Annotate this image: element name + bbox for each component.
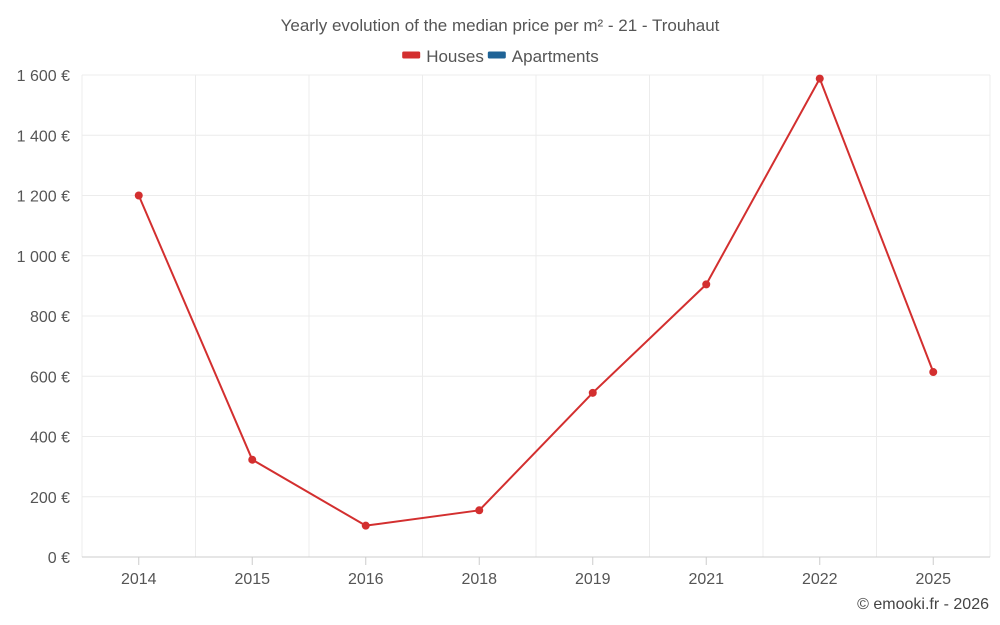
y-tick-label: 400 € — [30, 430, 70, 447]
series-layer — [134, 74, 938, 530]
legend-swatch — [487, 51, 506, 59]
x-tick-label: 2019 — [575, 571, 611, 588]
data-point-houses — [248, 455, 257, 464]
data-point-houses — [475, 506, 484, 515]
data-point-houses — [588, 388, 597, 397]
legend-label: Apartments — [512, 47, 599, 66]
x-tick-label: 2014 — [121, 571, 157, 588]
data-point-houses — [815, 74, 824, 83]
x-tick-label: 2022 — [802, 571, 838, 588]
data-point-houses — [929, 368, 938, 377]
x-tick-label: 2016 — [348, 571, 384, 588]
legend-swatch — [402, 51, 421, 59]
data-point-houses — [134, 191, 143, 200]
y-tick-label: 1 600 € — [17, 68, 70, 85]
y-tick-label: 1 000 € — [17, 249, 70, 266]
data-point-houses — [702, 280, 711, 289]
data-point-houses — [361, 521, 370, 530]
legend-label: Houses — [426, 47, 484, 66]
y-tick-label: 1 400 € — [17, 128, 70, 145]
chart-title: Yearly evolution of the median price per… — [281, 16, 720, 35]
x-tick-label: 2025 — [915, 571, 951, 588]
x-tick-label: 2021 — [688, 571, 724, 588]
x-axis: 2014 2015 2016 2018 2019 2021 2022 2025 — [82, 556, 990, 588]
legend-item-houses[interactable]: Houses — [402, 47, 484, 66]
x-tick-label: 2015 — [234, 571, 270, 588]
y-tick-label: 600 € — [30, 369, 70, 386]
y-axis: 0 € 200 € 400 € 600 € 800 € 1 000 € 1 200 € 1 4… — [17, 68, 70, 567]
legend-item-apartments[interactable]: Apartments — [487, 47, 599, 66]
copyright-footer: © emooki.fr - 2026 — [857, 596, 989, 613]
legend: Houses Apartments — [402, 47, 599, 66]
y-tick-label: 200 € — [30, 490, 70, 507]
y-tick-label: 0 € — [48, 550, 70, 567]
x-tick-label: 2018 — [461, 571, 497, 588]
grid — [81, 74, 991, 557]
series-line-houses — [137, 77, 935, 527]
y-tick-label: 1 200 € — [17, 189, 70, 206]
y-tick-label: 800 € — [30, 309, 70, 326]
